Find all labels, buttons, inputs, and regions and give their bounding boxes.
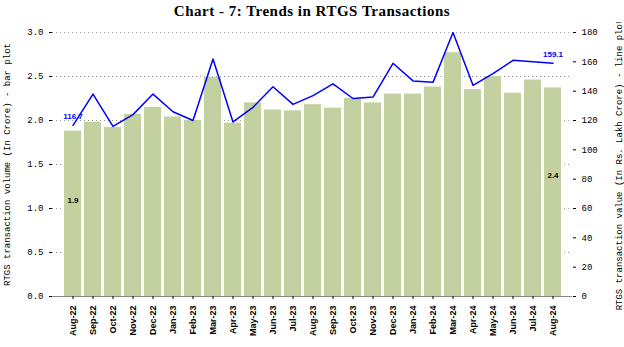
svg-text:180: 180 (582, 28, 598, 38)
svg-text:Oct-23: Oct-23 (348, 306, 358, 334)
svg-text:Aug-24: Aug-24 (548, 306, 558, 337)
svg-text:Apr-23: Apr-23 (228, 306, 238, 335)
svg-text:Feb-24: Feb-24 (428, 306, 438, 335)
html-text:Chart - 7: Trends in RTGS Tran: Chart - 7: Trends in RTGS Transactions (173, 3, 451, 19)
svg-text:May-23: May-23 (248, 306, 258, 337)
svg-text:2.5: 2.5 (27, 72, 43, 82)
svg-text:0.0: 0.0 (27, 292, 43, 302)
svg-text:Dec-23: Dec-23 (388, 306, 398, 336)
svg-text:116.7: 116.7 (63, 112, 83, 121)
svg-text:2.0: 2.0 (27, 116, 43, 126)
svg-text:40: 40 (582, 234, 593, 244)
svg-text:Jan-24: Jan-24 (408, 306, 418, 335)
svg-text:140: 140 (582, 87, 598, 97)
svg-text:Mar-24: Mar-24 (448, 306, 458, 335)
svg-text:0: 0 (582, 292, 587, 302)
svg-text:Jan-23: Jan-23 (168, 306, 178, 335)
svg-text:Jul-24: Jul-24 (528, 306, 538, 332)
svg-text:Sep-23: Sep-23 (328, 306, 338, 336)
svg-text:20: 20 (582, 263, 593, 273)
svg-text:Aug-22: Aug-22 (68, 306, 78, 337)
svg-text:RTGS transaction volume (In Cr: RTGS transaction volume (In Crore) - bar… (3, 43, 13, 286)
svg-text:Nov-22: Nov-22 (128, 306, 138, 336)
svg-text:1.5: 1.5 (27, 160, 43, 170)
svg-text:Jul-23: Jul-23 (288, 306, 298, 332)
svg-text:Jun-24: Jun-24 (508, 306, 518, 335)
svg-text:120: 120 (582, 116, 598, 126)
svg-text:Dec-22: Dec-22 (148, 306, 158, 336)
svg-text:Mar-23: Mar-23 (208, 306, 218, 335)
svg-text:159.1: 159.1 (543, 50, 564, 59)
svg-text:1.0: 1.0 (27, 204, 43, 214)
svg-text:0.5: 0.5 (27, 248, 43, 258)
svg-text:Nov-23: Nov-23 (368, 306, 378, 336)
svg-text:2.4: 2.4 (547, 171, 559, 180)
svg-text:1.9: 1.9 (67, 196, 79, 205)
svg-text:Oct-22: Oct-22 (108, 306, 118, 334)
svg-text:Apr-24: Apr-24 (468, 306, 478, 335)
svg-text:Sep-22: Sep-22 (88, 306, 98, 336)
svg-text:May-24: May-24 (488, 306, 498, 337)
svg-text:100: 100 (582, 146, 598, 156)
svg-text:3.0: 3.0 (27, 28, 43, 38)
svg-text:160: 160 (582, 58, 598, 68)
svg-text:Jun-23: Jun-23 (268, 306, 278, 335)
svg-text:RTGS transaction value (In Rs.: RTGS transaction value (In Rs. Lakh Cror… (615, 22, 624, 310)
svg-text:Feb-23: Feb-23 (188, 306, 198, 335)
svg-text:Aug-23: Aug-23 (308, 306, 318, 337)
svg-text:60: 60 (582, 204, 593, 214)
svg-text:80: 80 (582, 175, 593, 185)
